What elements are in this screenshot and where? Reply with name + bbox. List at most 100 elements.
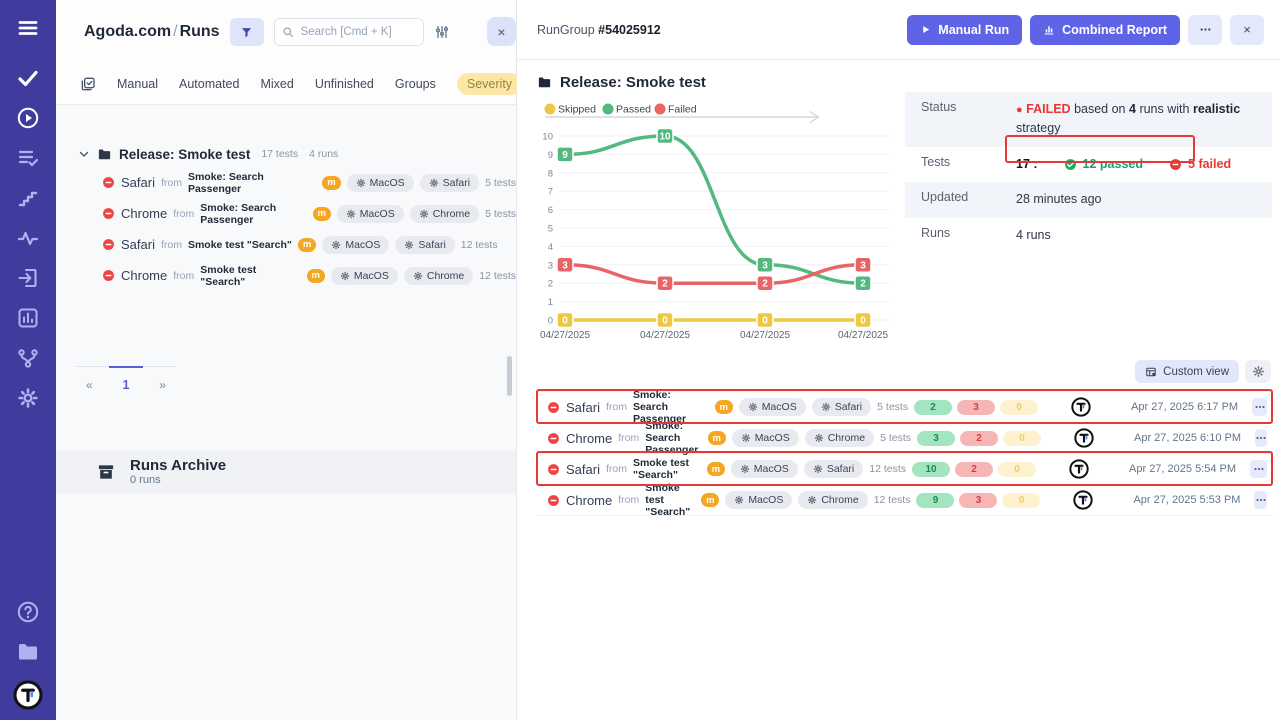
gear-icon bbox=[807, 495, 817, 505]
run-group-header[interactable]: Release: Smoke test 17 tests 4 runs bbox=[56, 141, 516, 167]
testomat-logo-icon[interactable] bbox=[13, 680, 43, 710]
pagination-next[interactable]: » bbox=[159, 378, 166, 392]
summary-status-row: Status ● FAILED based on 4 runs with rea… bbox=[905, 92, 1272, 147]
run-name[interactable]: Safari bbox=[566, 461, 600, 477]
svg-text:3: 3 bbox=[548, 260, 553, 271]
run-row[interactable]: Chrome from Smoke test "Search" m MacOS … bbox=[537, 482, 1273, 518]
analytics-icon[interactable] bbox=[16, 306, 40, 330]
search-input[interactable] bbox=[273, 18, 424, 46]
gear-icon bbox=[748, 402, 758, 412]
scrollbar-thumb[interactable] bbox=[507, 356, 512, 396]
gear-icon bbox=[419, 209, 429, 219]
runs-value: 4 runs bbox=[1016, 227, 1051, 242]
svg-text:04/27/2025: 04/27/2025 bbox=[838, 330, 888, 341]
browser-badge: Safari bbox=[811, 398, 872, 416]
avatar[interactable] bbox=[1073, 490, 1094, 510]
svg-text:10: 10 bbox=[542, 132, 553, 143]
avatar[interactable] bbox=[1074, 428, 1094, 448]
pulse-icon[interactable] bbox=[16, 226, 40, 250]
status-label: Status bbox=[921, 100, 957, 114]
tasks-check-icon[interactable] bbox=[16, 66, 40, 90]
tree-run-row[interactable]: Safari from Smoke test "Search" m MacOS … bbox=[56, 229, 516, 260]
row-more-button[interactable] bbox=[1252, 398, 1267, 416]
run-row[interactable]: Safari from Smoke test "Search" m MacOS … bbox=[537, 454, 1273, 485]
run-name[interactable]: Chrome bbox=[566, 492, 613, 508]
select-all-checkbox-icon[interactable] bbox=[80, 76, 96, 92]
pagination-prev[interactable]: « bbox=[86, 378, 93, 392]
breadcrumb-project[interactable]: Agoda.com bbox=[84, 23, 172, 40]
assignee-badge[interactable]: m bbox=[707, 431, 726, 445]
run-date: Apr 27, 2025 5:53 PM bbox=[1133, 494, 1241, 506]
row-more-button[interactable] bbox=[1254, 491, 1267, 509]
steps-icon[interactable] bbox=[16, 186, 40, 210]
browser-badge: Chrome bbox=[409, 204, 480, 223]
tests-count: 5 tests bbox=[877, 401, 909, 413]
run-group-name[interactable]: Release: Smoke test bbox=[119, 146, 251, 162]
tree-run-row[interactable]: Chrome from Smoke test "Search" m MacOS … bbox=[56, 260, 516, 291]
result-pills: 3 2 0 bbox=[917, 430, 1045, 446]
projects-folder-icon[interactable] bbox=[16, 640, 40, 664]
gear-icon bbox=[404, 240, 414, 250]
branches-icon[interactable] bbox=[16, 346, 40, 370]
gear-icon bbox=[413, 271, 423, 281]
settings-gear-icon[interactable] bbox=[16, 386, 40, 410]
tab-manual[interactable]: Manual bbox=[117, 77, 158, 91]
run-name[interactable]: Chrome bbox=[566, 430, 613, 446]
run-name[interactable]: Safari bbox=[121, 237, 155, 252]
browser-badge: Safari bbox=[803, 460, 864, 478]
play-icon bbox=[920, 24, 931, 35]
runs-archive[interactable]: Runs Archive 0 runs bbox=[56, 450, 516, 494]
assignee-badge[interactable]: m bbox=[312, 206, 331, 221]
avatar[interactable] bbox=[1071, 397, 1091, 417]
from-label: from bbox=[618, 494, 640, 506]
combined-report-button[interactable]: Combined Report bbox=[1030, 14, 1180, 45]
tab-groups[interactable]: Groups bbox=[394, 77, 436, 91]
run-name[interactable]: Chrome bbox=[121, 268, 168, 283]
tree-run-row[interactable]: Chrome from Smoke: Search Passenger m Ma… bbox=[56, 198, 516, 229]
result-pills: 9 3 0 bbox=[916, 492, 1044, 508]
breadcrumb-page[interactable]: Runs bbox=[179, 23, 220, 40]
help-icon[interactable] bbox=[16, 600, 40, 624]
assignee-badge[interactable]: m bbox=[297, 237, 317, 252]
summary-tests-row: Tests 17 : 12 passed 5 failed bbox=[905, 147, 1272, 182]
avatar-wrap bbox=[1050, 490, 1116, 510]
test-list-icon[interactable] bbox=[16, 146, 40, 170]
assignee-badge[interactable]: m bbox=[322, 175, 341, 190]
svg-text:0: 0 bbox=[562, 316, 568, 327]
assignee-badge[interactable]: m bbox=[706, 462, 725, 476]
run-row[interactable]: Chrome from Smoke: Search Passenger m Ma… bbox=[537, 420, 1273, 456]
run-name[interactable]: Chrome bbox=[121, 206, 168, 221]
more-actions-button[interactable] bbox=[1188, 14, 1222, 45]
row-more-button[interactable] bbox=[1250, 460, 1267, 478]
assignee-badge[interactable]: m bbox=[714, 400, 733, 414]
custom-view-button[interactable]: Custom view bbox=[1135, 360, 1239, 383]
menu-icon[interactable] bbox=[16, 16, 40, 40]
run-row[interactable]: Safari from Smoke: Search Passenger m Ma… bbox=[537, 389, 1273, 425]
import-icon[interactable] bbox=[16, 266, 40, 290]
failed-status-icon bbox=[547, 401, 560, 414]
assignee-badge[interactable]: m bbox=[701, 493, 720, 507]
filter-button[interactable] bbox=[229, 18, 264, 46]
manual-run-button[interactable]: Manual Run bbox=[907, 14, 1023, 45]
passed-pill: 10 bbox=[912, 461, 951, 477]
tree-run-row[interactable]: Safari from Smoke: Search Passenger m Ma… bbox=[56, 167, 516, 198]
chevron-down-icon[interactable] bbox=[78, 148, 90, 160]
archive-title[interactable]: Runs Archive bbox=[130, 457, 227, 474]
tab-automated[interactable]: Automated bbox=[179, 77, 240, 91]
search-box bbox=[273, 18, 424, 46]
assignee-badge[interactable]: m bbox=[306, 268, 325, 283]
tab-mixed[interactable]: Mixed bbox=[260, 77, 294, 91]
close-detail-button[interactable]: × bbox=[1230, 14, 1264, 45]
panel-close-button[interactable]: × bbox=[487, 17, 516, 46]
tab-severity[interactable]: Severity bbox=[456, 73, 523, 95]
view-settings-button[interactable] bbox=[1245, 360, 1271, 383]
pagination-page-1[interactable]: 1 bbox=[108, 366, 143, 392]
tune-sliders-icon[interactable] bbox=[434, 24, 450, 40]
tab-unfinished[interactable]: Unfinished bbox=[314, 77, 374, 91]
avatar[interactable] bbox=[1069, 459, 1089, 479]
run-name[interactable]: Safari bbox=[566, 399, 600, 415]
run-name[interactable]: Safari bbox=[121, 175, 155, 190]
row-more-button[interactable] bbox=[1255, 429, 1267, 447]
runs-play-icon[interactable] bbox=[16, 106, 40, 130]
run-date: Apr 27, 2025 6:17 PM bbox=[1131, 401, 1239, 413]
